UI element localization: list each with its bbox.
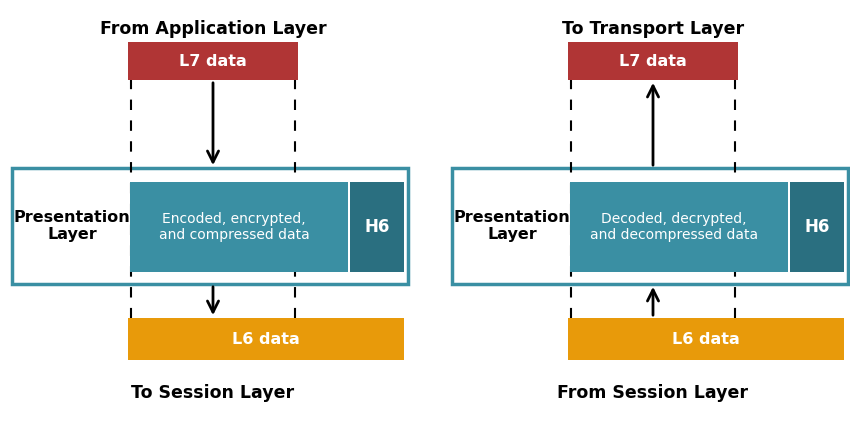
Text: Encoded, encrypted,
and compressed data: Encoded, encrypted, and compressed data: [159, 212, 309, 242]
Text: L7 data: L7 data: [179, 53, 246, 68]
Text: L6 data: L6 data: [232, 332, 300, 347]
Bar: [128, 42, 298, 80]
Text: To Transport Layer: To Transport Layer: [562, 20, 744, 38]
Text: Presentation
Layer: Presentation Layer: [14, 210, 130, 242]
Bar: [128, 318, 404, 360]
Text: L7 data: L7 data: [619, 53, 687, 68]
Bar: [790, 182, 844, 272]
Bar: [350, 182, 404, 272]
Text: H6: H6: [804, 218, 830, 236]
Text: From Application Layer: From Application Layer: [99, 20, 326, 38]
Bar: [452, 168, 848, 284]
Text: L6 data: L6 data: [672, 332, 740, 347]
Bar: [130, 182, 348, 272]
Text: From Session Layer: From Session Layer: [558, 384, 749, 402]
Text: Presentation
Layer: Presentation Layer: [454, 210, 570, 242]
Text: To Session Layer: To Session Layer: [132, 384, 295, 402]
Text: Decoded, decrypted,
and decompressed data: Decoded, decrypted, and decompressed dat…: [590, 212, 758, 242]
Bar: [568, 318, 844, 360]
Bar: [12, 168, 408, 284]
Bar: [568, 42, 738, 80]
Bar: [570, 182, 788, 272]
Text: H6: H6: [365, 218, 389, 236]
